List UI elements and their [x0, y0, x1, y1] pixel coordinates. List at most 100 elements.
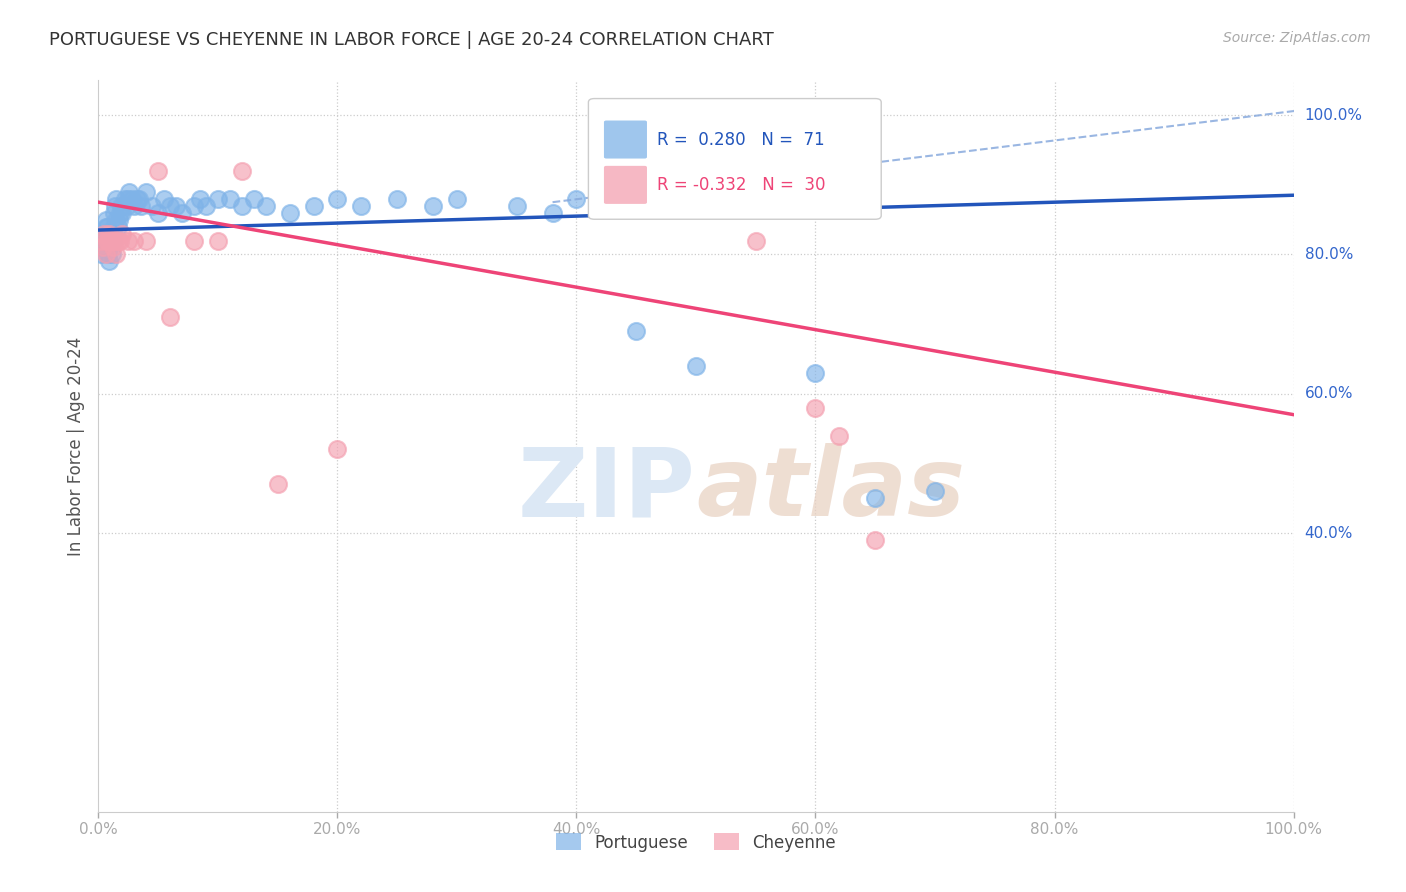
- Point: [188, 192, 211, 206]
- Point: [100, 247, 122, 261]
- Point: [107, 219, 129, 234]
- Point: [124, 234, 146, 248]
- Text: 60.0%: 60.0%: [1305, 386, 1353, 401]
- Point: [105, 212, 128, 227]
- Point: [219, 192, 242, 206]
- Point: [110, 199, 132, 213]
- Text: R =  0.280   N =  71: R = 0.280 N = 71: [657, 130, 824, 149]
- Point: [350, 199, 373, 213]
- Point: [101, 234, 124, 248]
- Point: [804, 366, 827, 380]
- Point: [541, 205, 564, 219]
- Legend: Portuguese, Cheyenne: Portuguese, Cheyenne: [550, 827, 842, 858]
- Text: 100.0%: 100.0%: [1305, 108, 1362, 122]
- Point: [183, 234, 205, 248]
- Point: [103, 234, 125, 248]
- Point: [91, 240, 114, 254]
- Point: [135, 234, 157, 248]
- Point: [865, 533, 887, 547]
- Point: [267, 477, 290, 491]
- Point: [195, 199, 218, 213]
- Point: [115, 199, 138, 213]
- Point: [111, 227, 134, 241]
- FancyBboxPatch shape: [605, 120, 647, 159]
- Point: [94, 247, 117, 261]
- Point: [207, 192, 229, 206]
- Point: [105, 247, 128, 261]
- Text: atlas: atlas: [696, 443, 965, 536]
- Point: [183, 199, 205, 213]
- FancyBboxPatch shape: [605, 166, 647, 204]
- Point: [105, 192, 128, 206]
- Text: PORTUGUESE VS CHEYENNE IN LABOR FORCE | AGE 20-24 CORRELATION CHART: PORTUGUESE VS CHEYENNE IN LABOR FORCE | …: [49, 31, 773, 49]
- Point: [721, 192, 744, 206]
- Point: [243, 192, 266, 206]
- Point: [565, 192, 588, 206]
- Point: [93, 227, 115, 241]
- Point: [93, 227, 115, 241]
- Point: [98, 254, 121, 268]
- Point: [131, 199, 153, 213]
- Text: Source: ZipAtlas.com: Source: ZipAtlas.com: [1223, 31, 1371, 45]
- Point: [231, 164, 253, 178]
- Text: 40.0%: 40.0%: [1305, 525, 1353, 541]
- Point: [103, 219, 125, 234]
- Point: [506, 199, 529, 213]
- Point: [97, 247, 120, 261]
- Point: [96, 234, 118, 248]
- Point: [91, 240, 114, 254]
- Point: [148, 164, 170, 178]
- Point: [745, 234, 768, 248]
- Point: [114, 192, 136, 206]
- Point: [446, 192, 468, 206]
- Point: [100, 234, 122, 248]
- Point: [128, 192, 150, 206]
- Point: [828, 428, 851, 442]
- Point: [98, 227, 122, 241]
- Point: [159, 199, 181, 213]
- Point: [804, 401, 827, 415]
- Point: [207, 234, 229, 248]
- Point: [117, 192, 139, 206]
- Point: [98, 240, 121, 254]
- Point: [111, 205, 134, 219]
- Point: [172, 205, 194, 219]
- Point: [94, 212, 117, 227]
- Point: [91, 234, 114, 248]
- Point: [97, 240, 120, 254]
- Point: [98, 227, 121, 241]
- Point: [865, 491, 887, 506]
- Point: [121, 192, 143, 206]
- Point: [104, 234, 127, 248]
- Point: [124, 199, 146, 213]
- Point: [165, 199, 187, 213]
- Point: [326, 442, 349, 457]
- Point: [97, 234, 120, 248]
- Point: [159, 310, 181, 325]
- Point: [96, 234, 118, 248]
- Point: [96, 227, 118, 241]
- Point: [685, 359, 707, 373]
- Point: [108, 205, 131, 219]
- Point: [602, 199, 624, 213]
- Point: [148, 205, 170, 219]
- Point: [278, 205, 301, 219]
- Point: [153, 192, 176, 206]
- Point: [107, 234, 129, 248]
- Point: [924, 484, 946, 499]
- Point: [141, 199, 163, 213]
- Point: [100, 234, 122, 248]
- Text: ZIP: ZIP: [517, 443, 696, 536]
- Point: [135, 185, 157, 199]
- Point: [626, 324, 648, 338]
- Text: 80.0%: 80.0%: [1305, 247, 1353, 262]
- Point: [385, 192, 409, 206]
- Point: [90, 247, 112, 261]
- Point: [104, 199, 127, 213]
- Point: [117, 234, 139, 248]
- Point: [108, 234, 131, 248]
- Point: [98, 234, 122, 248]
- Point: [302, 199, 325, 213]
- Point: [107, 212, 129, 227]
- Point: [231, 199, 253, 213]
